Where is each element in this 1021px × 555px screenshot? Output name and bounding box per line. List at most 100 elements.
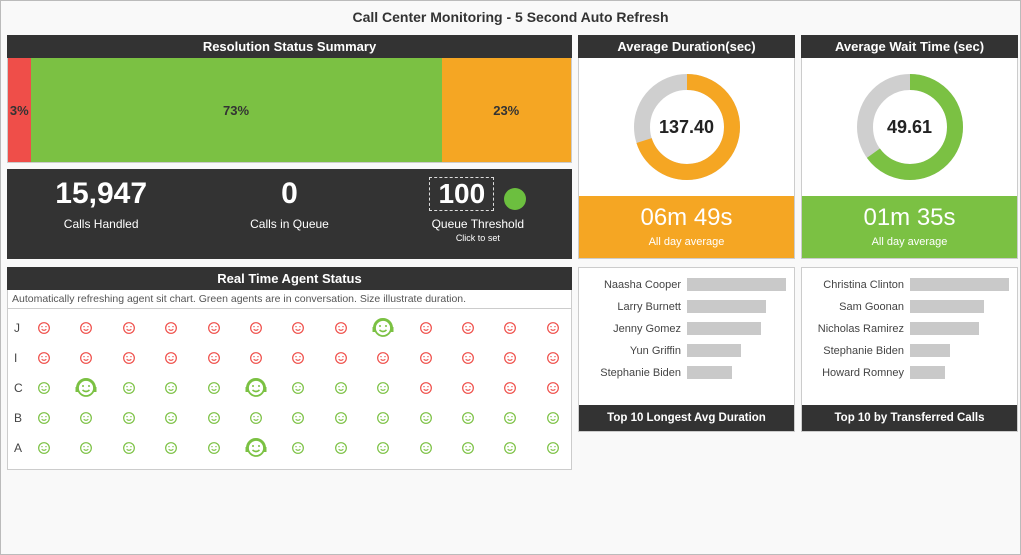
agent-cell[interactable] (202, 346, 226, 370)
agent-cell[interactable] (74, 316, 98, 340)
agent-cell[interactable] (244, 316, 268, 340)
agent-cell[interactable] (371, 406, 395, 430)
agent-cell[interactable] (498, 436, 522, 460)
agent-cell[interactable] (74, 376, 98, 400)
agent-face-icon (290, 320, 306, 336)
agent-cell[interactable] (32, 346, 56, 370)
agent-cell[interactable] (202, 406, 226, 430)
agent-headset-icon (244, 376, 268, 400)
agent-face-icon (163, 320, 179, 336)
agent-cell[interactable] (286, 316, 310, 340)
agent-cell[interactable] (244, 406, 268, 430)
agent-cells (32, 436, 565, 460)
wait-header: Average Wait Time (sec) (801, 35, 1018, 58)
agent-row-label: C (14, 381, 32, 395)
agent-cell[interactable] (117, 346, 141, 370)
agent-cell[interactable] (244, 376, 268, 400)
agent-cell[interactable] (541, 316, 565, 340)
agent-cell[interactable] (74, 406, 98, 430)
agent-cell[interactable] (371, 316, 395, 340)
agent-face-icon (460, 320, 476, 336)
agent-face-icon (418, 350, 434, 366)
agent-cell[interactable] (541, 346, 565, 370)
status-dot-icon (504, 188, 526, 210)
agent-cell[interactable] (329, 316, 353, 340)
agent-cell[interactable] (286, 406, 310, 430)
agent-cell[interactable] (329, 346, 353, 370)
agent-cell[interactable] (159, 376, 183, 400)
agent-cell[interactable] (329, 436, 353, 460)
agent-cell[interactable] (244, 346, 268, 370)
agent-cell[interactable] (286, 346, 310, 370)
top-duration-rows: Naasha CooperLarry BurnettJenny GomezYun… (587, 278, 786, 405)
toplist-row: Stephanie Biden (810, 344, 1009, 357)
agent-face-icon (333, 320, 349, 336)
agent-cell[interactable] (414, 376, 438, 400)
agent-cell[interactable] (202, 436, 226, 460)
agent-cell[interactable] (371, 436, 395, 460)
agent-cell[interactable] (498, 316, 522, 340)
agent-cell[interactable] (371, 346, 395, 370)
agent-cell[interactable] (117, 436, 141, 460)
agent-face-icon (502, 350, 518, 366)
agent-cell[interactable] (286, 376, 310, 400)
agent-cell[interactable] (456, 316, 480, 340)
agent-face-icon (206, 440, 222, 456)
agent-row-label: I (14, 351, 32, 365)
toplist-row: Nicholas Ramirez (810, 322, 1009, 335)
agent-cell[interactable] (329, 376, 353, 400)
agent-cell[interactable] (414, 346, 438, 370)
agent-cell[interactable] (371, 376, 395, 400)
agent-cell[interactable] (456, 436, 480, 460)
agent-face-icon (460, 350, 476, 366)
agent-cell[interactable] (74, 436, 98, 460)
agent-cell[interactable] (414, 316, 438, 340)
agent-cell[interactable] (32, 436, 56, 460)
agent-face-icon (545, 320, 561, 336)
duration-footer: 06m 49s All day average (579, 196, 794, 258)
toplist-name: Howard Romney (810, 367, 910, 379)
agent-cell[interactable] (414, 436, 438, 460)
agent-cell[interactable] (541, 436, 565, 460)
agent-cell[interactable] (414, 406, 438, 430)
agent-cell[interactable] (32, 376, 56, 400)
agent-cell[interactable] (117, 316, 141, 340)
agent-cell[interactable] (159, 316, 183, 340)
metric-label: Queue Threshold (384, 217, 572, 231)
agent-cell[interactable] (498, 346, 522, 370)
agent-cell[interactable] (32, 316, 56, 340)
agent-headset-icon (74, 376, 98, 400)
agent-cell[interactable] (202, 376, 226, 400)
agent-cell[interactable] (159, 436, 183, 460)
agent-cell[interactable] (74, 346, 98, 370)
agent-cell[interactable] (498, 376, 522, 400)
toplist-row: Larry Burnett (587, 300, 786, 313)
agent-cell[interactable] (456, 406, 480, 430)
agent-cell[interactable] (541, 376, 565, 400)
agent-cell[interactable] (244, 436, 268, 460)
toplist-bar (910, 300, 984, 313)
agent-cell[interactable] (159, 406, 183, 430)
agent-face-icon (248, 320, 264, 336)
resolution-stacked-bar: 3%73%23% (7, 58, 572, 163)
agent-cell[interactable] (117, 406, 141, 430)
agent-cell[interactable] (32, 406, 56, 430)
agent-cell[interactable] (498, 406, 522, 430)
agent-face-icon (290, 440, 306, 456)
agent-cell[interactable] (202, 316, 226, 340)
agent-cell[interactable] (159, 346, 183, 370)
agent-cell[interactable] (456, 346, 480, 370)
threshold-input[interactable]: 100 (429, 177, 494, 211)
agent-cell[interactable] (286, 436, 310, 460)
agent-cell[interactable] (117, 376, 141, 400)
metric-box[interactable]: 100 Queue Threshold Click to set (384, 169, 572, 259)
agent-cell[interactable] (541, 406, 565, 430)
agent-cell[interactable] (329, 406, 353, 430)
agent-cell[interactable] (456, 376, 480, 400)
metric-sublabel: Click to set (384, 233, 572, 243)
agent-row-label: A (14, 441, 32, 455)
toplist-name: Stephanie Biden (587, 367, 687, 379)
toplist-row: Stephanie Biden (587, 366, 786, 379)
agent-face-icon (545, 380, 561, 396)
agent-headset-icon (371, 316, 395, 340)
